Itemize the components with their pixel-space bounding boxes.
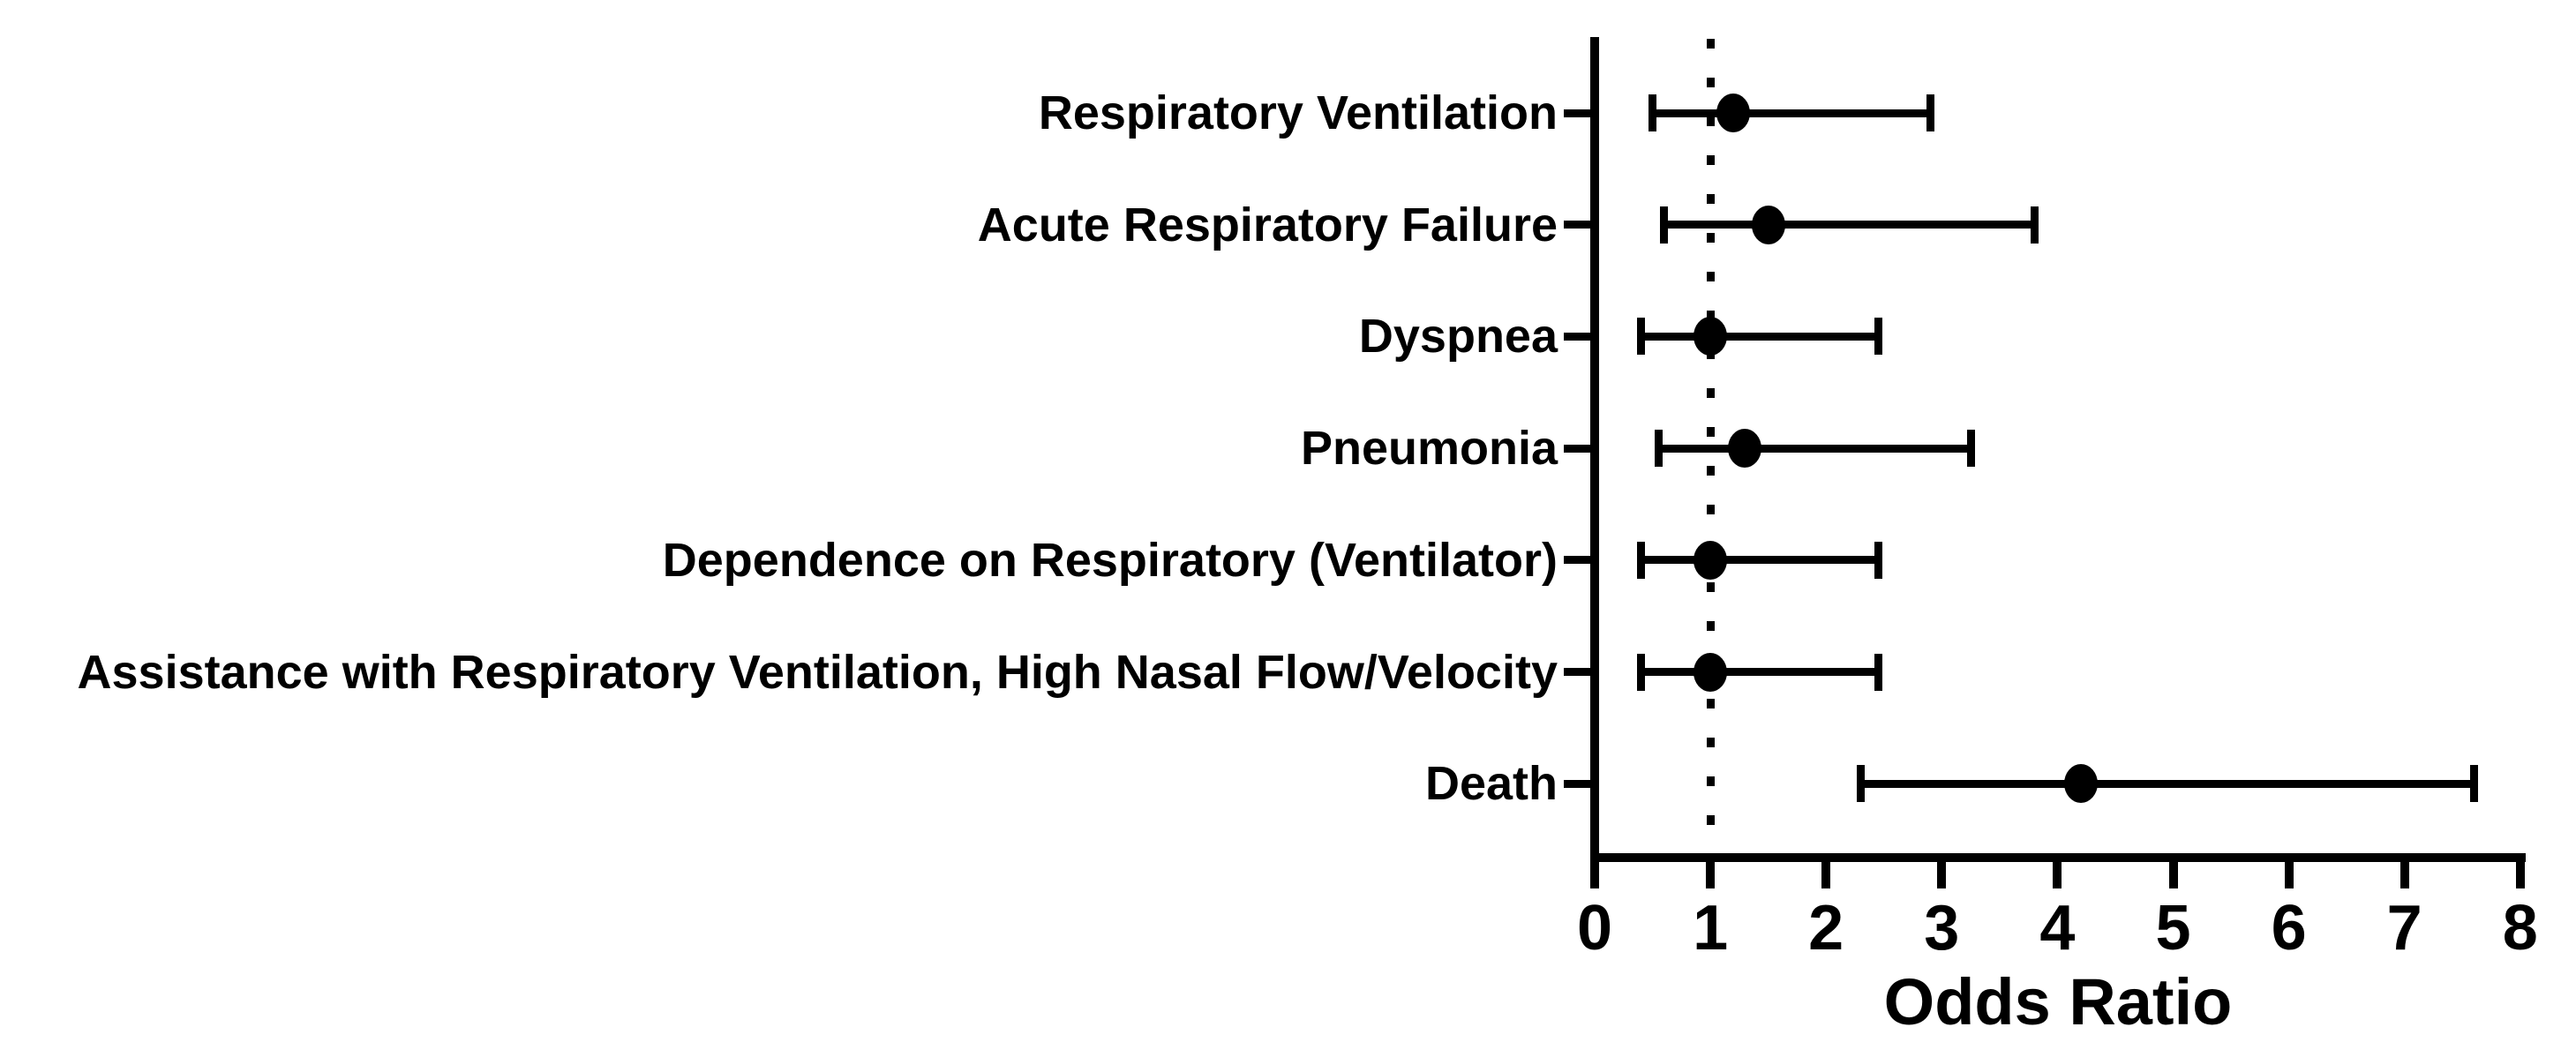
category-axis-tick bbox=[1564, 779, 1590, 788]
x-axis-tick-label: 3 bbox=[1924, 893, 1960, 963]
category-axis-tick bbox=[1564, 668, 1590, 676]
error-bar-cap-upper bbox=[1926, 94, 1934, 131]
x-axis-line bbox=[1590, 853, 2526, 862]
x-axis-tick-label: 1 bbox=[1693, 893, 1729, 963]
point-marker bbox=[1694, 540, 1728, 580]
x-axis-tick-label: 5 bbox=[2155, 893, 2191, 963]
y-axis-line bbox=[1590, 37, 1599, 862]
error-bar bbox=[1860, 779, 2475, 788]
point-marker bbox=[1751, 205, 1785, 244]
error-bar bbox=[1652, 109, 1931, 117]
x-axis-tick-label: 0 bbox=[1576, 893, 1613, 963]
category-label: Pneumonia bbox=[1300, 422, 1558, 476]
x-axis-tick bbox=[2053, 862, 2062, 888]
x-axis-tick bbox=[2284, 862, 2294, 888]
x-axis-tick-label: 6 bbox=[2271, 893, 2307, 963]
x-axis-tick bbox=[2400, 862, 2409, 888]
error-bar bbox=[1641, 668, 1879, 676]
x-axis-tick bbox=[1821, 862, 1831, 888]
error-bar-cap-lower bbox=[1857, 765, 1866, 803]
category-axis-tick bbox=[1564, 221, 1590, 229]
category-axis-tick bbox=[1564, 109, 1590, 117]
error-bar-cap-upper bbox=[2469, 765, 2478, 803]
error-bar bbox=[1664, 221, 2035, 229]
category-label: Dyspnea bbox=[1358, 310, 1558, 364]
point-marker bbox=[1728, 429, 1762, 469]
error-bar bbox=[1641, 556, 1879, 565]
error-bar-cap-lower bbox=[1654, 430, 1663, 468]
x-axis-tick bbox=[1937, 862, 1947, 888]
category-label: Acute Respiratory Failure bbox=[977, 198, 1558, 251]
point-marker bbox=[1716, 94, 1751, 132]
category-axis-tick bbox=[1564, 332, 1590, 341]
category-axis-tick bbox=[1564, 556, 1590, 565]
error-bar-cap-upper bbox=[2030, 206, 2039, 244]
x-axis-tick-label: 4 bbox=[2039, 893, 2076, 963]
point-marker bbox=[2063, 764, 2098, 804]
error-bar-cap-upper bbox=[1966, 430, 1975, 468]
error-bar-cap-upper bbox=[1874, 541, 1882, 579]
category-label: Assistance with Respiratory Ventilation,… bbox=[77, 645, 1558, 699]
category-label: Respiratory Ventilation bbox=[1038, 86, 1558, 139]
error-bar-cap-lower bbox=[1660, 206, 1669, 244]
category-axis-tick bbox=[1564, 444, 1590, 453]
error-bar-cap-upper bbox=[1874, 653, 1882, 691]
x-axis-tick bbox=[1590, 862, 1599, 888]
error-bar-cap-lower bbox=[1636, 541, 1645, 579]
error-bar-cap-lower bbox=[1636, 318, 1645, 356]
x-axis-tick-label: 2 bbox=[1808, 893, 1844, 963]
error-bar bbox=[1641, 332, 1879, 341]
x-axis-tick-label: 7 bbox=[2386, 893, 2422, 963]
error-bar-cap-upper bbox=[1874, 318, 1882, 356]
x-axis-title: Odds Ratio bbox=[1883, 965, 2233, 1038]
x-axis-tick bbox=[1706, 862, 1716, 888]
x-axis-tick bbox=[2168, 862, 2178, 888]
error-bar bbox=[1658, 444, 1971, 453]
point-marker bbox=[1694, 652, 1728, 692]
x-axis-tick bbox=[2515, 862, 2525, 888]
category-label: Dependence on Respiratory (Ventilator) bbox=[662, 533, 1558, 587]
x-axis-tick-label: 8 bbox=[2502, 893, 2538, 963]
category-label: Death bbox=[1424, 757, 1558, 811]
error-bar-cap-lower bbox=[1648, 94, 1657, 131]
point-marker bbox=[1694, 317, 1728, 356]
error-bar-cap-lower bbox=[1636, 653, 1645, 691]
